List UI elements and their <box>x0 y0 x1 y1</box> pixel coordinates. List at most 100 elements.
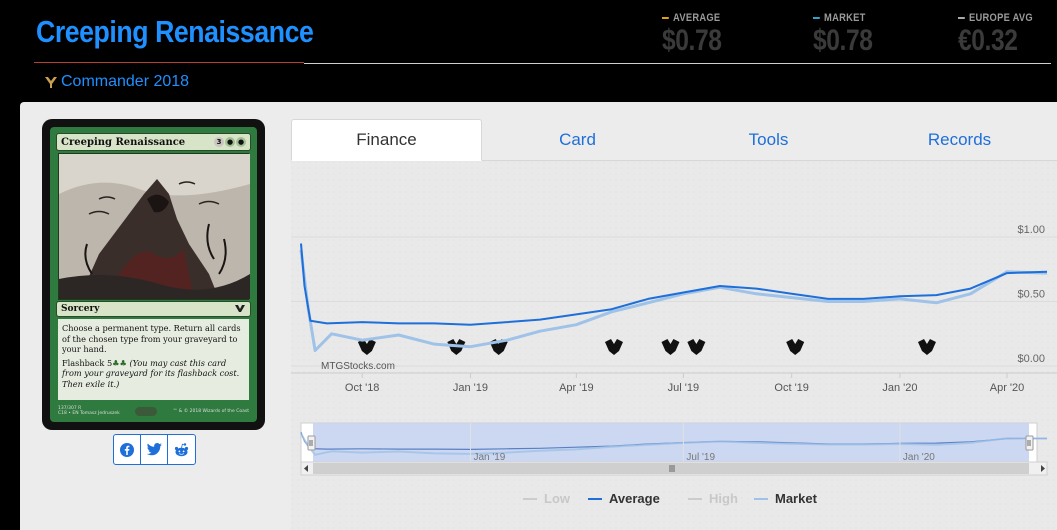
card-namebar: Creeping Renaissance 3 ● ● <box>56 133 251 151</box>
legend-label: Market <box>775 491 818 506</box>
price-label: MARKET <box>824 12 866 24</box>
price-label: EUROPE AVG <box>969 12 1033 24</box>
series-line-market <box>299 249 1048 352</box>
x-tick-label: Apr '20 <box>990 382 1025 394</box>
card-face: Creeping Renaissance 3 ● ● <box>50 127 257 422</box>
price-value: $0.78 <box>813 24 873 57</box>
legend-item-average[interactable]: Average <box>588 491 660 506</box>
x-tick-label: Jan '19 <box>453 382 488 394</box>
navigator-right-handle[interactable] <box>1025 435 1034 451</box>
collector-info: 137/307 R <box>58 406 82 411</box>
theros-beyond-death-icon <box>917 339 936 355</box>
set-name: Commander 2018 <box>61 73 190 90</box>
price-value: $0.78 <box>662 24 722 57</box>
scrollbar-thumb <box>313 463 1029 474</box>
navigator-tick-label: Jan '19 <box>473 452 505 463</box>
artist-name: Tomasz Jedruszek <box>80 411 120 416</box>
scrollbar-grip-icon <box>669 465 675 472</box>
price-average: AVERAGE $0.78 <box>662 12 735 58</box>
tab-tools[interactable]: Tools <box>748 130 789 149</box>
flashback-line: Flashback 5♣♣ (You may cast this card fr… <box>62 358 245 390</box>
navigator-tick-label: Jan '20 <box>903 452 935 463</box>
navigator-left-handle[interactable] <box>307 435 316 451</box>
x-tick-label: Oct '18 <box>345 382 380 394</box>
x-tick-label: Oct '19 <box>774 382 809 394</box>
commander-set-icon <box>45 77 57 88</box>
card-typebar: Sorcery <box>56 301 251 317</box>
card-type: Sorcery <box>61 304 100 314</box>
reddit-icon <box>174 442 189 456</box>
market-dash <box>813 17 820 19</box>
mana-cost: 3 ● ● <box>214 137 246 147</box>
legend-label: Low <box>544 491 571 506</box>
mana-symbol: 3 <box>214 137 224 147</box>
price-market: MARKET $0.78 <box>813 12 886 58</box>
y-tick-label: $0.50 <box>1017 289 1045 301</box>
price-chart[interactable]: $1.00 $0.50 $0.00 Oct '18 Jan '19 Apr '19 Jul … <box>291 161 1057 530</box>
card-copyright: ™ & © 2018 Wizards of the Coast <box>172 408 249 414</box>
scroll-right-icon <box>1041 465 1045 472</box>
set-link[interactable]: Commander 2018 <box>44 73 189 91</box>
holo-stamp-icon <box>135 406 158 416</box>
legend-item-market[interactable]: Market <box>754 491 818 506</box>
green-mana-icon: ● <box>225 137 235 147</box>
twitter-share-button[interactable] <box>141 435 168 464</box>
navigator-scrollbar[interactable] <box>300 461 1048 476</box>
legend-item-high[interactable]: High <box>688 491 738 506</box>
x-tick-label: Apr '19 <box>559 382 594 394</box>
set-glyph <box>604 339 623 355</box>
facebook-share-button[interactable] <box>114 435 141 464</box>
green-mana-icon: ● <box>236 137 246 147</box>
twitter-icon <box>146 443 162 456</box>
set-info: C18 • EN <box>58 411 79 416</box>
legend-label: Average <box>609 491 660 506</box>
header-divider <box>304 63 1051 64</box>
legend-label: High <box>709 491 738 506</box>
x-tick-label: Jan '20 <box>882 382 917 394</box>
card-artwork <box>58 153 250 300</box>
modern-horizons-icon <box>661 339 680 355</box>
series-line-average <box>300 243 1048 326</box>
x-tick-label: Jul '19 <box>668 382 699 394</box>
facebook-icon <box>120 442 134 457</box>
chart-watermark: MTGStocks.com <box>321 361 395 372</box>
share-buttons <box>113 434 196 465</box>
set-glyph <box>917 339 936 355</box>
europe-dash <box>958 17 965 19</box>
price-chart-svg: $1.00 $0.50 $0.00 Oct '18 Jan '19 Apr '19 Jul … <box>291 161 1057 530</box>
tab-card[interactable]: Card <box>559 130 596 149</box>
navigator-tick-label: Jul '19 <box>686 452 715 463</box>
set-glyph <box>687 339 706 355</box>
set-glyph <box>661 339 680 355</box>
card-textbox: Choose a permanent type. Return all card… <box>58 319 249 400</box>
card-footer: 137/307 R C18 • EN Tomasz Jedruszek ™ & … <box>58 404 249 418</box>
scroll-left-icon <box>304 465 308 472</box>
flashback-cost: 5 <box>106 357 113 368</box>
artwork-illustration <box>59 154 250 299</box>
tab-finance[interactable]: Finance <box>291 119 482 161</box>
reddit-share-button[interactable] <box>168 435 195 464</box>
war-of-the-spark-icon <box>604 339 623 355</box>
core-set-2020-icon <box>687 339 706 355</box>
card-name: Creeping Renaissance <box>61 136 186 148</box>
flashback-reminder: (You may cast this card from your gravey… <box>62 357 240 389</box>
title-underline <box>34 62 304 63</box>
price-value: €0.32 <box>958 24 1018 57</box>
tab-bar: Finance Card Tools Records <box>291 119 1057 161</box>
card-image[interactable]: Creeping Renaissance 3 ● ● <box>42 119 265 430</box>
guilds-of-ravnica-icon <box>357 339 376 355</box>
flashback-label: Flashback <box>62 357 105 368</box>
legend-item-low[interactable]: Low <box>523 491 571 506</box>
set-glyph <box>357 339 376 355</box>
y-tick-label: $1.00 <box>1017 224 1045 236</box>
y-tick-label: $0.00 <box>1017 353 1045 365</box>
average-dash <box>662 17 669 19</box>
page-title: Creeping Renaissance <box>36 14 314 49</box>
price-label: AVERAGE <box>673 12 721 24</box>
green-mana-icon: ♣♣ <box>112 357 127 368</box>
tab-records[interactable]: Records <box>927 130 992 149</box>
throne-of-eldraine-icon <box>786 339 805 355</box>
price-europe: EUROPE AVG €0.32 <box>958 12 1046 58</box>
rules-text: Choose a permanent type. Return all card… <box>62 323 241 354</box>
